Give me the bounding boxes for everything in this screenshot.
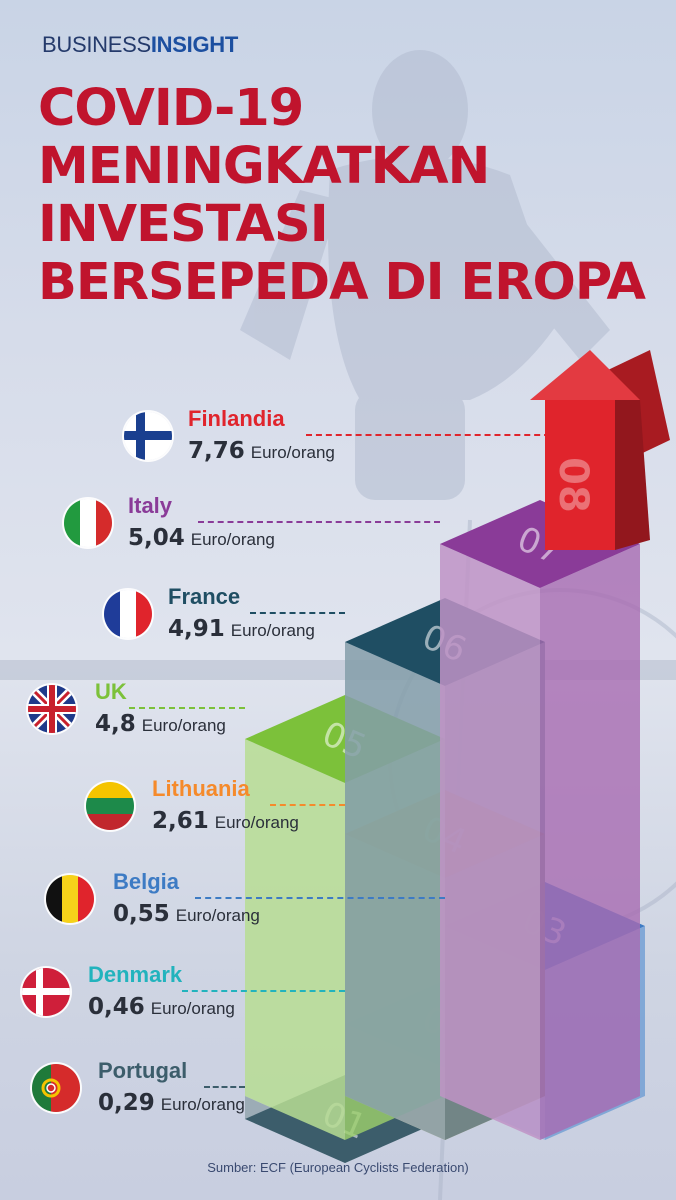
uk-flag-icon [28, 685, 76, 733]
portugal-flag-icon [32, 1064, 80, 1112]
leader-line [129, 707, 245, 709]
value-number: 5,04 [128, 525, 185, 551]
value-unit: Euro/orang [141, 716, 226, 735]
value-unit: Euro/orang [250, 443, 335, 462]
title-line-1: COVID-19 [38, 79, 304, 138]
country-name: Belgia [113, 869, 180, 894]
country-name: Denmark [88, 962, 183, 987]
page-title: COVID-19 MENINGKATKAN INVESTASI BERSEPED… [38, 79, 646, 312]
leader-line [306, 434, 560, 436]
country-row: France 4,91 Euro/orang [0, 0, 676, 642]
value-label: 7,76 Euro/orang [188, 438, 335, 464]
value-label: 0,46 Euro/orang [88, 994, 235, 1020]
leader-line [250, 612, 345, 614]
value-label: 2,61 Euro/orang [152, 808, 299, 834]
value-number: 7,76 [188, 438, 245, 464]
leader-line [198, 521, 440, 523]
title-line-3: INVESTASI [38, 195, 329, 254]
step-right [540, 544, 640, 1140]
value-label: 4,8 Euro/orang [95, 711, 226, 737]
country-row: Belgia 0,55 Euro/orang [0, 0, 676, 927]
value-number: 0,46 [88, 994, 145, 1020]
country-name: UK [95, 679, 127, 704]
country-name: Finlandia [188, 406, 285, 431]
brand-logo: BUSINESSINSIGHT [42, 32, 238, 57]
country-name: Lithuania [152, 776, 250, 801]
value-label: 0,29 Euro/orang [98, 1090, 245, 1116]
denmark-flag-icon [22, 968, 70, 1016]
value-unit: Euro/orang [214, 813, 299, 832]
value-number: 2,61 [152, 808, 209, 834]
step-number: 08 [550, 457, 596, 513]
country-name: Italy [128, 493, 173, 518]
value-unit: Euro/orang [150, 999, 235, 1018]
value-unit: Euro/orang [175, 906, 260, 925]
country-name: France [168, 584, 241, 609]
country-row: Lithuania 2,61 Euro/orang [0, 0, 676, 834]
step-front [440, 544, 540, 1140]
step-07: 07 [440, 500, 640, 1140]
value-number: 4,91 [168, 616, 225, 642]
country-row: Denmark 0,46 Euro/orang [0, 0, 676, 1020]
value-label: 0,55 Euro/orang [113, 901, 260, 927]
step-side-dark [615, 400, 650, 550]
lithuania-flag-icon [86, 782, 134, 830]
country-row: Finlandia 7,76 Euro/orang [0, 0, 676, 464]
country-name: Portugal [98, 1058, 188, 1083]
leader-line [270, 804, 345, 806]
value-label: 5,04 Euro/orang [128, 525, 275, 551]
step-front [345, 642, 445, 1140]
arrow-head [530, 350, 640, 400]
value-number: 0,29 [98, 1090, 155, 1116]
step-bar [545, 400, 615, 550]
finland-flag-icon [124, 412, 172, 460]
value-unit: Euro/orang [190, 530, 275, 549]
title-line-4: BERSEPEDA DI EROPA [38, 253, 646, 312]
leader-line [195, 897, 445, 899]
country-row: Italy 5,04 Euro/orang [0, 0, 676, 551]
value-unit: Euro/orang [160, 1095, 245, 1114]
leader-line [204, 1086, 245, 1088]
source-note: Sumber: ECF (European Cyclists Federatio… [207, 1160, 469, 1175]
step-front [245, 739, 345, 1140]
step-08: 08 [530, 350, 670, 550]
italy-flag-icon [64, 499, 112, 547]
country-row: Portugal 0,29 Euro/orang [0, 0, 676, 1116]
belgium-flag-icon [46, 875, 94, 923]
leader-line [182, 990, 345, 992]
value-unit: Euro/orang [230, 621, 315, 640]
title-line-2: MENINGKATKAN [38, 137, 490, 196]
france-flag-icon [104, 590, 152, 638]
value-number: 4,8 [95, 711, 136, 737]
value-number: 0,55 [113, 901, 170, 927]
value-label: 4,91 Euro/orang [168, 616, 315, 642]
